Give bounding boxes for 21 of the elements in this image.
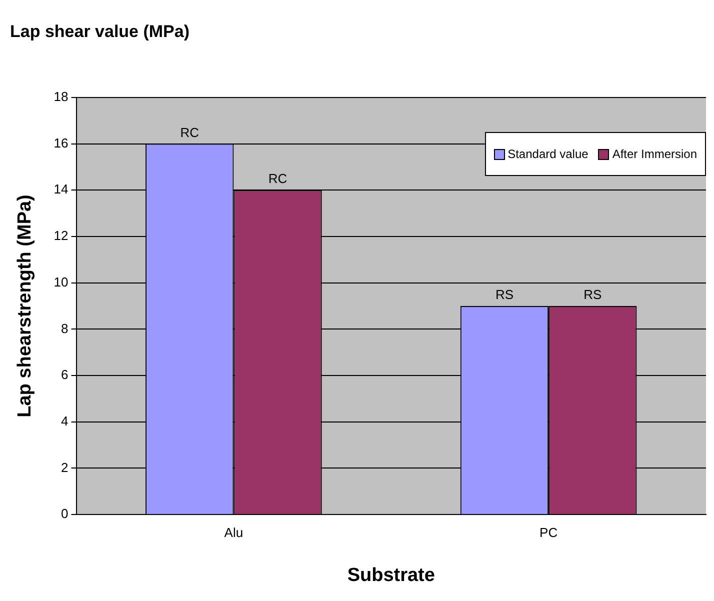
x-tick-label: Alu (224, 524, 244, 540)
y-tick-label: 14 (54, 182, 68, 197)
chart-title: Lap shear value (MPa) (10, 22, 190, 41)
y-tick-label: 8 (61, 320, 68, 336)
y-tick-label: 18 (54, 88, 68, 104)
y-tick-label: 12 (54, 228, 68, 244)
legend-label: After Immersion (612, 147, 697, 162)
y-tick-label: 4 (61, 413, 68, 428)
y-tick-label: 0 (61, 506, 68, 522)
annotation: RS (495, 287, 514, 302)
y-tick-label: 2 (61, 460, 68, 475)
y-tick-label: 16 (54, 135, 68, 150)
x-tick-label: PC (540, 524, 558, 540)
y-tick-label: 6 (61, 367, 68, 382)
annotation: RC (268, 171, 288, 186)
annotation: RC (180, 124, 200, 140)
legend-label: Standard value (508, 147, 588, 162)
annotation: RS (584, 287, 602, 302)
y-tick-label: 10 (54, 274, 68, 290)
y-axis-title: Lap shearstrength (MPa) (14, 194, 36, 418)
x-axis-title: Substrate (347, 564, 435, 586)
